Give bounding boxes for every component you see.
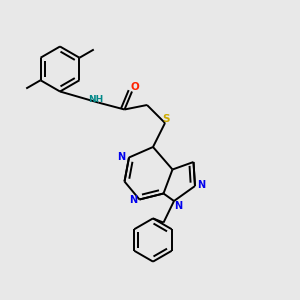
Text: N: N	[197, 180, 206, 190]
Text: N: N	[174, 201, 183, 211]
Text: NH: NH	[88, 95, 103, 104]
Text: S: S	[162, 114, 170, 124]
Text: N: N	[117, 152, 126, 162]
Text: O: O	[130, 82, 139, 92]
Text: N: N	[129, 195, 137, 205]
